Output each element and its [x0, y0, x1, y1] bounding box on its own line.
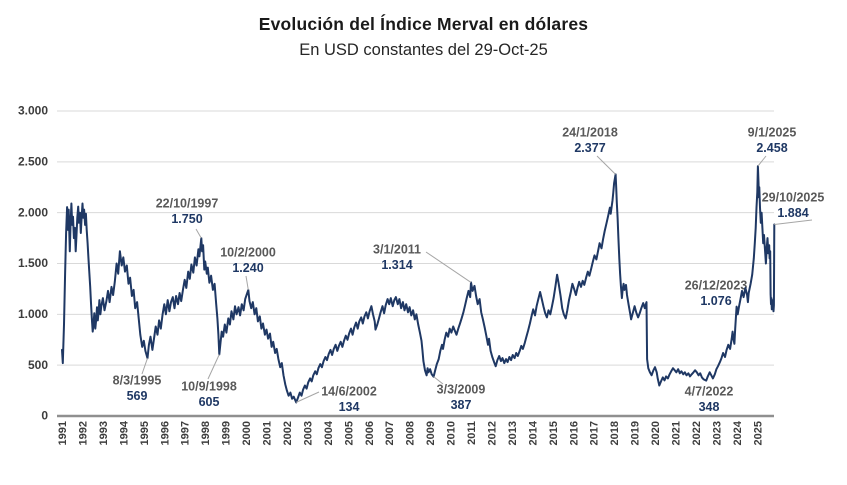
- annotation-leader-line: [596, 155, 616, 175]
- x-axis-tick-label: 1991: [57, 421, 69, 445]
- x-axis-tick-label: 2004: [323, 420, 335, 445]
- x-axis-tick-label: 1993: [98, 421, 110, 445]
- annotation-date: 9/1/2025: [748, 125, 797, 139]
- x-axis-tick-label: 2017: [589, 421, 601, 445]
- x-axis-tick-label: 2016: [568, 421, 580, 445]
- annotation-value: 1.314: [381, 258, 412, 272]
- chart-subtitle: En USD constantes del 29-Oct-25: [299, 41, 548, 59]
- x-axis-tick-label: 2012: [486, 421, 498, 445]
- annotation-date: 14/6/2002: [321, 384, 377, 398]
- x-axis-tick-label: 2010: [446, 421, 458, 445]
- annotation-date: 3/1/2011: [373, 242, 421, 256]
- x-axis-tick-label: 2018: [609, 421, 621, 445]
- annotation-date: 3/3/2009: [437, 382, 486, 396]
- annotation-leader-line: [425, 251, 472, 283]
- annotation-leader-line: [433, 376, 444, 385]
- annotation-value: 387: [451, 398, 472, 412]
- x-axis-tick-label: 1992: [77, 421, 89, 445]
- annotation-value: 348: [699, 400, 720, 414]
- annotation-value: 134: [339, 400, 360, 414]
- x-axis-tick-label: 1997: [180, 421, 192, 445]
- x-axis-tick-label: 2021: [671, 421, 683, 445]
- x-axis-tick-label: 2023: [711, 421, 723, 445]
- y-axis-tick-label: 2.500: [18, 155, 48, 169]
- x-axis-tick-label: 2024: [732, 420, 744, 445]
- annotation-value: 569: [127, 389, 148, 403]
- x-axis-tick-label: 1995: [139, 421, 151, 445]
- y-axis-tick-label: 1.500: [18, 256, 48, 270]
- annotation-value: 605: [199, 395, 220, 409]
- annotation-date: 10/2/2000: [220, 245, 276, 259]
- x-axis-tick-label: 2025: [752, 421, 764, 445]
- x-axis-tick-label: 1996: [159, 421, 171, 445]
- x-axis-tick-label: 2001: [262, 421, 274, 445]
- y-axis-tick-label: 500: [28, 358, 48, 372]
- annotation-value: 1.076: [700, 294, 731, 308]
- x-axis-tick-label: 2008: [405, 421, 417, 445]
- y-axis-tick-label: 0: [41, 409, 48, 423]
- x-axis-tick-label: 2015: [548, 421, 560, 445]
- annotation-date: 22/10/1997: [156, 196, 219, 210]
- annotation-leader-line: [245, 275, 249, 291]
- annotation-date: 4/7/2022: [685, 384, 734, 398]
- annotation-date: 24/1/2018: [562, 125, 618, 139]
- y-axis-tick-label: 2.000: [18, 205, 48, 219]
- annotation-value: 2.377: [574, 141, 605, 155]
- annotation-leader-line: [774, 219, 813, 225]
- annotation-leader-line: [195, 228, 202, 239]
- annotation-date: 26/12/2023: [685, 278, 748, 292]
- x-axis-tick-label: 2020: [650, 421, 662, 445]
- annotation-date: 8/3/1995: [113, 373, 162, 387]
- annotation-leader-line: [141, 357, 148, 375]
- x-axis-tick-label: 2003: [302, 421, 314, 445]
- x-axis-tick-label: 2007: [384, 421, 396, 445]
- annotation-value: 2.458: [756, 141, 787, 155]
- annotation-date: 10/9/1998: [181, 379, 237, 393]
- x-axis-tick-label: 2011: [466, 421, 478, 445]
- x-axis-tick-label: 2019: [630, 421, 642, 445]
- x-axis-tick-label: 2006: [364, 421, 376, 445]
- y-axis-tick-label: 1.000: [18, 307, 48, 321]
- x-axis-tick-label: 1994: [118, 420, 130, 445]
- annotation-leader-line: [757, 155, 767, 167]
- annotation-leader-line: [207, 354, 220, 380]
- x-axis-tick-label: 2009: [425, 421, 437, 445]
- x-axis-tick-label: 2000: [241, 421, 253, 445]
- x-axis-tick-label: 2013: [507, 421, 519, 445]
- x-axis-tick-label: 1998: [200, 421, 212, 445]
- annotation-date: 29/10/2025: [762, 190, 825, 204]
- y-axis-tick-label: 3.000: [18, 104, 48, 118]
- merval-series-line: [61, 165, 776, 404]
- x-axis-tick-label: 2014: [527, 420, 539, 445]
- annotation-value: 1.750: [171, 212, 202, 226]
- annotation-leader-line: [295, 391, 320, 403]
- x-axis-tick-label: 2005: [343, 421, 355, 445]
- x-axis-tick-label: 2022: [691, 421, 703, 445]
- chart-title: Evolución del Índice Merval en dólares: [258, 14, 589, 34]
- annotation-value: 1.240: [232, 261, 263, 275]
- annotation-value: 1.884: [777, 206, 808, 220]
- x-axis-tick-label: 2002: [282, 421, 294, 445]
- x-axis-tick-label: 1999: [221, 421, 233, 445]
